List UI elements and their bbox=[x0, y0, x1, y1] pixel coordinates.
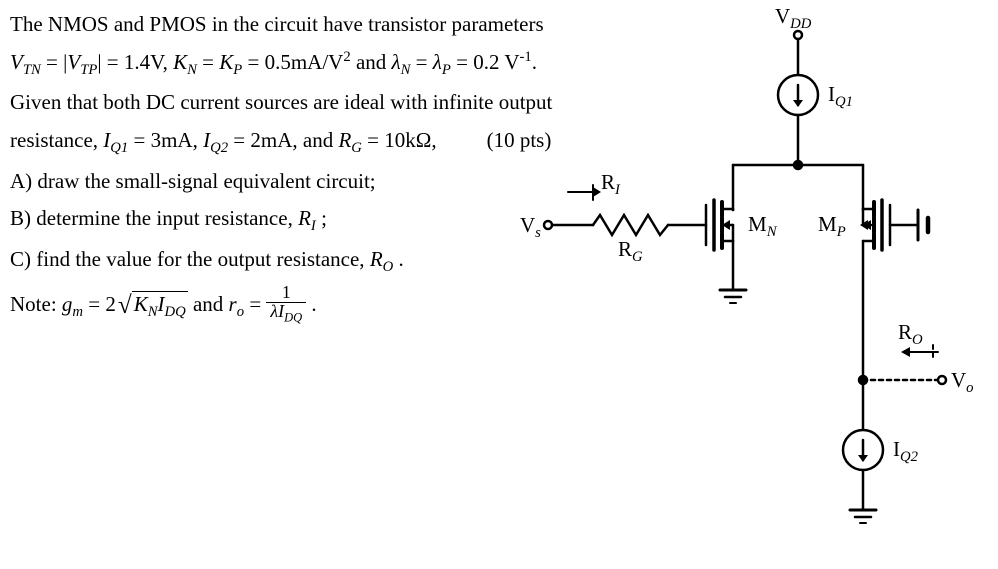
circuit-diagram: VDD IQ1 RI Vs RG MN MP RO Vo IQ2 bbox=[538, 0, 998, 564]
circuit-svg bbox=[538, 0, 998, 564]
ri-label: RI bbox=[601, 170, 620, 199]
mn-label: MN bbox=[748, 212, 776, 241]
vdd-label: VDD bbox=[775, 4, 811, 33]
ro-label: RO bbox=[898, 320, 923, 349]
rg-label: RG bbox=[618, 237, 643, 266]
vo-label: Vo bbox=[951, 368, 974, 397]
mp-label: MP bbox=[818, 212, 846, 241]
vs-label: Vs bbox=[520, 213, 541, 242]
iq2-label: IQ2 bbox=[893, 437, 918, 466]
iq1-label: IQ1 bbox=[828, 82, 853, 111]
